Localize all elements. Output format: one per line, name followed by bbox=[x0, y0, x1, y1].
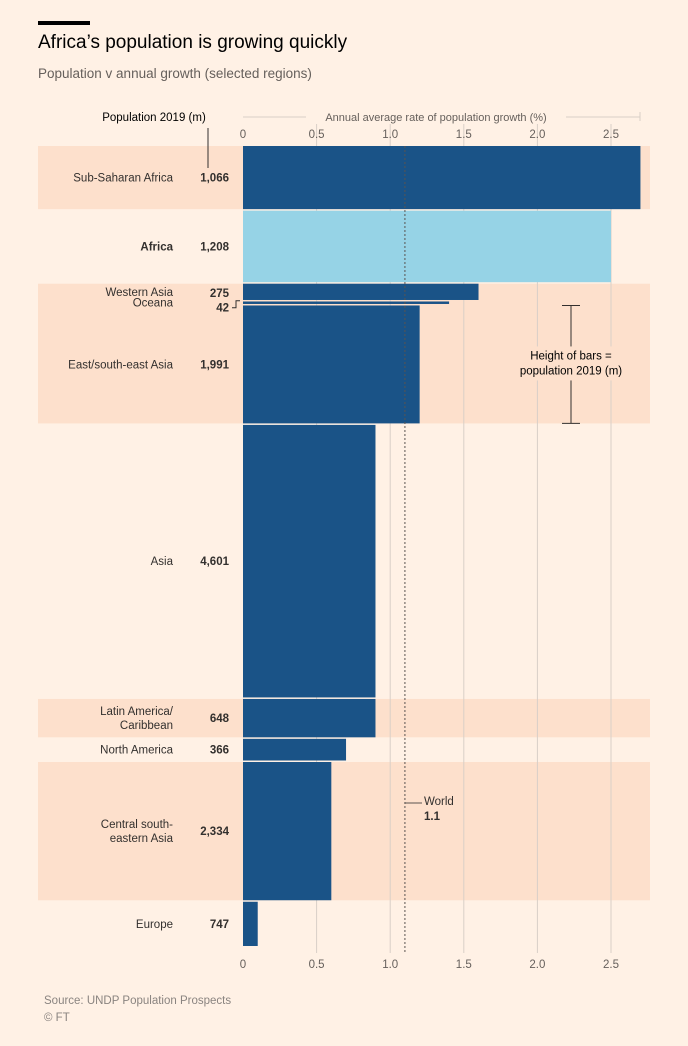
x-tick-bottom-0: 0 bbox=[240, 959, 246, 971]
bar-sub-saharan-africa bbox=[243, 146, 641, 210]
population-label-latin-america-caribbean: 648 bbox=[210, 713, 230, 725]
overlay-layer bbox=[207, 128, 632, 952]
copyright-text: © FT bbox=[44, 1012, 70, 1024]
height-annotation-line1: Height of bars = bbox=[530, 350, 612, 362]
bar-africa bbox=[243, 210, 611, 283]
category-label-central-south-eastern-asia-line1: Central south- bbox=[101, 819, 173, 831]
row-band-4 bbox=[38, 762, 650, 901]
world-reference-label: World bbox=[424, 796, 454, 808]
source-note: Source: UNDP Population Prospects © FT bbox=[44, 993, 231, 1027]
x-tick-bottom-2-0: 2.0 bbox=[529, 959, 545, 971]
oceana-connector bbox=[232, 300, 240, 309]
population-label-africa: 1,208 bbox=[200, 241, 229, 253]
population-label-east-south-east-asia: 1,991 bbox=[200, 359, 229, 371]
y-axis-title: Population 2019 (m) bbox=[102, 112, 206, 124]
bar-latin-america-caribbean bbox=[243, 698, 376, 738]
bar-western-asia bbox=[243, 283, 479, 300]
category-label-sub-saharan-africa: Sub-Saharan Africa bbox=[73, 173, 173, 185]
chart-subtitle: Population v annual growth (selected reg… bbox=[38, 66, 312, 81]
x-tick-top-1-0: 1.0 bbox=[382, 129, 398, 141]
category-label-latin-america-caribbean-line1: Latin America/ bbox=[100, 706, 174, 718]
population-label-sub-saharan-africa: 1,066 bbox=[200, 173, 229, 185]
bar-asia bbox=[243, 424, 376, 698]
category-label-asia: Asia bbox=[151, 556, 174, 568]
category-label-africa: Africa bbox=[140, 241, 173, 253]
population-label-europe: 747 bbox=[210, 919, 229, 931]
x-tick-top-1-5: 1.5 bbox=[456, 129, 472, 141]
bar-europe bbox=[243, 901, 258, 946]
title-rule bbox=[38, 21, 90, 25]
x-tick-top-2-5: 2.5 bbox=[603, 129, 619, 141]
category-label-north-america: North America bbox=[100, 745, 173, 757]
x-tick-top-0-5: 0.5 bbox=[309, 129, 325, 141]
x-tick-bottom-0-5: 0.5 bbox=[309, 959, 325, 971]
height-annotation-line2: population 2019 (m) bbox=[520, 365, 622, 377]
bar-oceana bbox=[243, 301, 450, 304]
x-axis-title: Annual average rate of population growth… bbox=[325, 112, 546, 124]
population-label-oceana: 42 bbox=[216, 303, 229, 315]
label-layer: Annual average rate of population growth… bbox=[68, 112, 622, 971]
bar-central-south-eastern-asia bbox=[243, 762, 332, 901]
world-reference-value: 1.1 bbox=[424, 811, 441, 823]
population-label-asia: 4,601 bbox=[200, 556, 229, 568]
x-tick-bottom-1-0: 1.0 bbox=[382, 959, 398, 971]
population-label-western-asia: 275 bbox=[210, 288, 230, 300]
x-tick-bottom-1-5: 1.5 bbox=[456, 959, 472, 971]
category-label-east-south-east-asia: East/south-east Asia bbox=[68, 359, 173, 371]
x-tick-bottom-2-5: 2.5 bbox=[603, 959, 619, 971]
category-label-europe: Europe bbox=[136, 919, 173, 931]
bar-north-america bbox=[243, 738, 347, 761]
bar-east-south-east-asia bbox=[243, 305, 420, 424]
bar-layer bbox=[243, 146, 641, 946]
chart-title: Africa’s population is growing quickly bbox=[38, 32, 348, 53]
x-tick-top-0: 0 bbox=[240, 129, 246, 141]
category-label-central-south-eastern-asia-line2: eastern Asia bbox=[110, 833, 174, 845]
category-label-latin-america-caribbean-line2: Caribbean bbox=[120, 720, 173, 732]
category-label-western-asia: Western Asia bbox=[105, 287, 173, 299]
category-label-oceana: Oceana bbox=[133, 298, 174, 310]
x-tick-top-2-0: 2.0 bbox=[529, 129, 545, 141]
population-label-north-america: 366 bbox=[210, 745, 229, 757]
height-annotation-bg bbox=[510, 346, 632, 381]
population-label-central-south-eastern-asia: 2,334 bbox=[200, 826, 229, 838]
source-text: Source: UNDP Population Prospects bbox=[44, 995, 232, 1007]
